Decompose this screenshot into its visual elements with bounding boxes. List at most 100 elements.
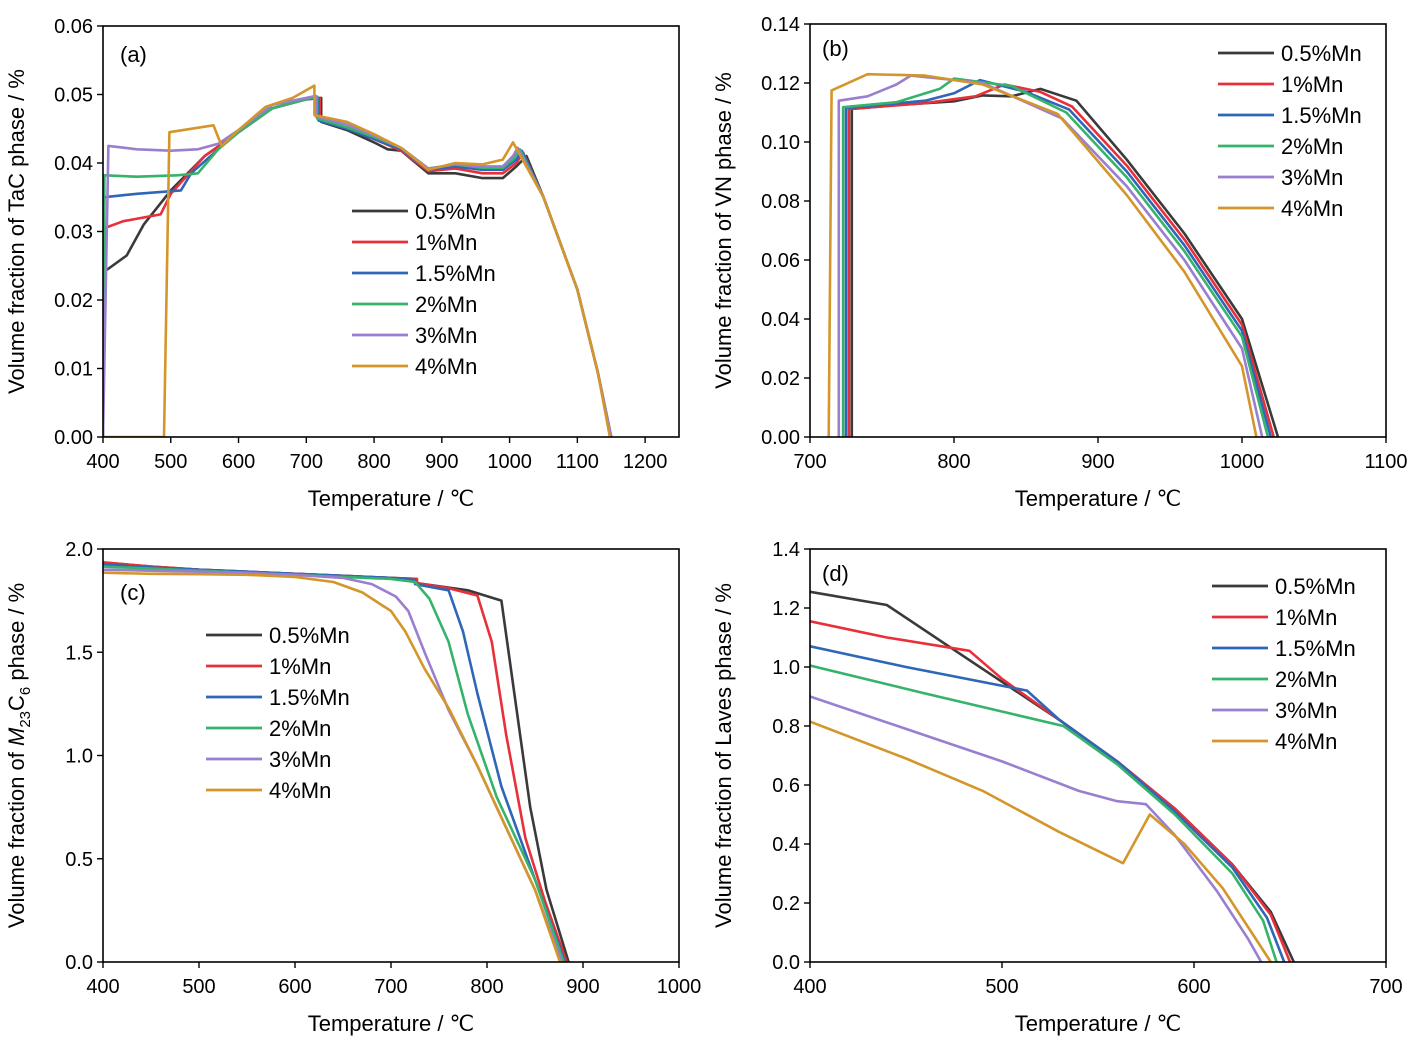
x-tick-label: 700 <box>290 451 323 473</box>
x-tick-label: 900 <box>425 451 458 473</box>
y-tick-label: 0.02 <box>761 368 800 390</box>
legend-label-2%Mn: 2%Mn <box>415 292 477 317</box>
legend-label-0.5%Mn: 0.5%Mn <box>415 199 496 224</box>
x-tick-label: 900 <box>1081 451 1114 473</box>
y-tick-label: 0.02 <box>54 290 93 312</box>
series-line-2%Mn <box>841 77 1270 437</box>
series-line-3%Mn <box>810 695 1263 962</box>
y-tick-label: 0.14 <box>761 14 800 36</box>
legend-label-2%Mn: 2%Mn <box>1281 134 1343 159</box>
y-tick-label: 0.06 <box>54 16 93 38</box>
x-tick-label: 400 <box>86 976 119 998</box>
legend-label-4%Mn: 4%Mn <box>269 778 331 803</box>
y-tick-label: 0.0 <box>772 952 800 974</box>
legend-label-1.5%Mn: 1.5%Mn <box>415 261 496 286</box>
legend: 0.5%Mn 1%Mn 1.5%Mn 2%Mn 3%Mn 4%Mn <box>206 623 350 803</box>
legend-label-0.5%Mn: 0.5%Mn <box>269 623 350 648</box>
y-tick-label: 0.08 <box>761 191 800 213</box>
x-tick-label: 1200 <box>623 451 668 473</box>
y-tick-label: 0.4 <box>772 834 800 856</box>
x-tick-label: 600 <box>1177 976 1210 998</box>
y-tick-label: 0.5 <box>65 849 93 871</box>
x-tick-label: 1000 <box>487 451 532 473</box>
x-tick-label: 1100 <box>556 451 599 473</box>
x-tick-label: 1000 <box>657 976 702 998</box>
chart-panel-4: 400 500 600 700 0.0 0.2 0.4 0.6 0.8 1.0 1.2 1.4 Temp… <box>711 539 1403 1036</box>
x-axis-label: Temperature / ℃ <box>1015 1011 1182 1036</box>
x-axis-label: Temperature / ℃ <box>308 1011 475 1036</box>
x-tick-label: 800 <box>937 451 970 473</box>
legend-label-1%Mn: 1%Mn <box>269 654 331 679</box>
legend-label-2%Mn: 2%Mn <box>1275 667 1337 692</box>
legend-label-3%Mn: 3%Mn <box>1281 165 1343 190</box>
y-tick-label: 0.01 <box>54 359 93 381</box>
y-axis-label: Volume fraction of VN phase / % <box>711 72 736 389</box>
series-line-0.5%Mn <box>103 96 613 437</box>
series-line-3%Mn <box>103 94 613 437</box>
series-line-4%Mn <box>827 72 1258 437</box>
legend-label-2%Mn: 2%Mn <box>269 716 331 741</box>
x-tick-label: 800 <box>470 976 503 998</box>
series-line-2%Mn <box>103 95 613 437</box>
x-tick-label: 600 <box>222 451 255 473</box>
y-tick-label: 1.2 <box>772 598 800 620</box>
panel-letter: (d) <box>822 561 849 586</box>
y-tick-label: 0.03 <box>54 222 93 244</box>
legend-label-4%Mn: 4%Mn <box>415 354 477 379</box>
y-tick-label: 1.0 <box>772 657 800 679</box>
series-line-1.5%Mn <box>810 645 1286 962</box>
panel-letter: (c) <box>120 580 146 605</box>
legend-label-3%Mn: 3%Mn <box>1275 698 1337 723</box>
x-tick-label: 400 <box>86 451 119 473</box>
series-line-1%Mn <box>103 96 613 437</box>
y-tick-label: 1.5 <box>65 642 93 664</box>
series-line-4%Mn <box>810 720 1272 962</box>
series-line-1.5%Mn <box>103 96 613 437</box>
y-axis-label: Volume fraction of M23C6 phase / % <box>4 583 34 928</box>
legend-label-0.5%Mn: 0.5%Mn <box>1281 41 1362 66</box>
series-line-4%Mn <box>103 571 562 962</box>
legend-label-0.5%Mn: 0.5%Mn <box>1275 574 1356 599</box>
legend-label-1.5%Mn: 1.5%Mn <box>1281 103 1362 128</box>
legend-label-4%Mn: 4%Mn <box>1275 729 1337 754</box>
y-tick-label: 0.04 <box>761 309 800 331</box>
series-line-3%Mn <box>837 74 1264 437</box>
y-tick-label: 0.10 <box>761 132 800 154</box>
legend-label-3%Mn: 3%Mn <box>415 323 477 348</box>
panel-letter: (a) <box>120 42 147 67</box>
legend-label-1.5%Mn: 1.5%Mn <box>1275 636 1356 661</box>
plot-frame <box>102 25 680 438</box>
chart-panel-3: 400 500 600 700 800 900 1000 0.0 0.5 1.0 1.5 2.0 Tem… <box>4 539 701 1036</box>
series-line-1%Mn <box>847 83 1275 437</box>
y-axis-label: Volume fraction of TaC phase / % <box>4 69 29 394</box>
x-tick-label: 500 <box>985 976 1018 998</box>
y-tick-label: 0.06 <box>761 250 800 272</box>
y-tick-label: 0.2 <box>772 893 800 915</box>
y-tick-label: 1.0 <box>65 746 93 768</box>
legend-label-1%Mn: 1%Mn <box>1281 72 1343 97</box>
legend-label-1%Mn: 1%Mn <box>415 230 477 255</box>
y-tick-label: 0.6 <box>772 775 800 797</box>
legend: 0.5%Mn 1%Mn 1.5%Mn 2%Mn 3%Mn 4%Mn <box>352 199 496 379</box>
legend-label-3%Mn: 3%Mn <box>269 747 331 772</box>
x-tick-label: 500 <box>182 976 215 998</box>
x-axis-label: Temperature / ℃ <box>1015 486 1182 511</box>
series-line-4%Mn <box>103 84 612 437</box>
legend-label-1%Mn: 1%Mn <box>1275 605 1337 630</box>
series-line-1.5%Mn <box>844 78 1273 437</box>
panel-letter: (b) <box>822 36 849 61</box>
legend-label-4%Mn: 4%Mn <box>1281 196 1343 221</box>
legend: 0.5%Mn 1%Mn 1.5%Mn 2%Mn 3%Mn 4%Mn <box>1218 41 1362 221</box>
y-tick-label: 2.0 <box>65 539 93 561</box>
x-tick-label: 800 <box>357 451 390 473</box>
legend: 0.5%Mn 1%Mn 1.5%Mn 2%Mn 3%Mn 4%Mn <box>1212 574 1356 754</box>
x-tick-label: 700 <box>1369 976 1402 998</box>
chart-panel-1: 400 500 600 700 800 900 1000 1100 1200 0.00 0.01 0.… <box>4 16 680 511</box>
x-tick-label: 600 <box>278 976 311 998</box>
y-tick-label: 0.05 <box>54 85 93 107</box>
y-tick-label: 0.0 <box>65 952 93 974</box>
y-tick-label: 0.00 <box>761 427 800 449</box>
series-line-0.5%Mn <box>850 87 1280 437</box>
y-tick-label: 0.12 <box>761 73 800 95</box>
